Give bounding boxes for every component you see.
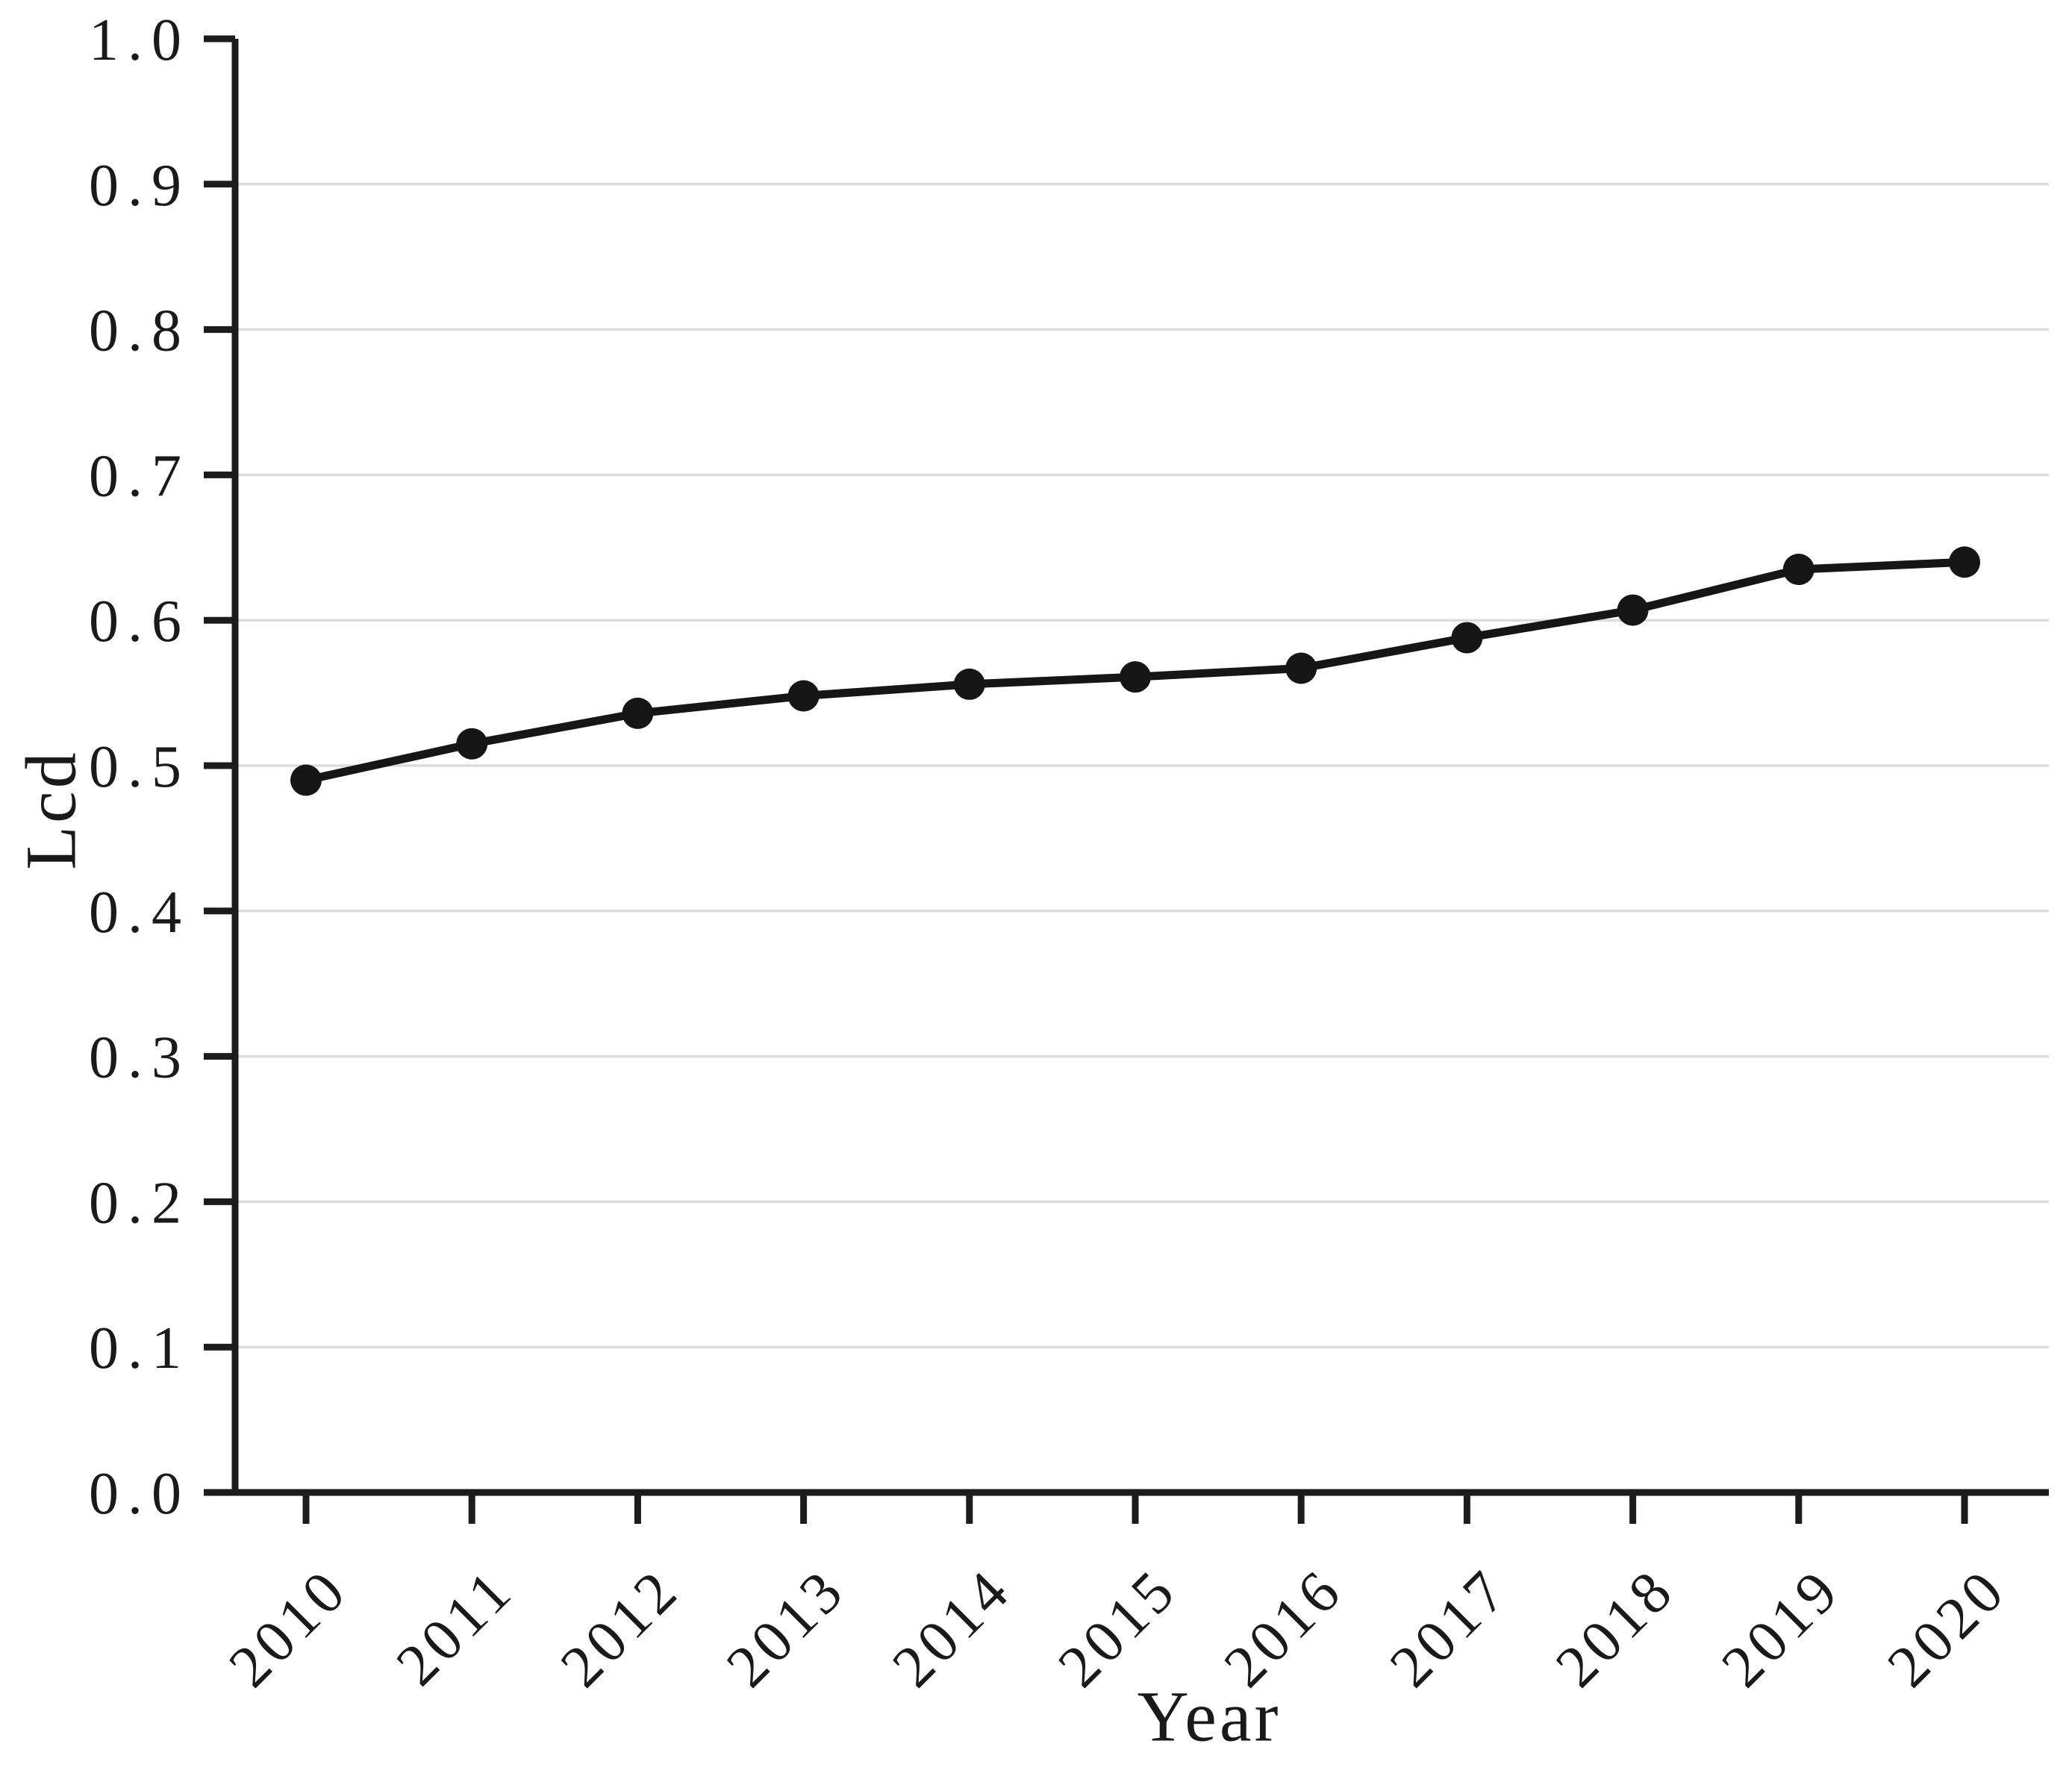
x-tick-label: 2017	[1378, 1557, 1521, 1700]
y-tick-label: 0.0	[89, 1461, 190, 1527]
x-tick-label: 2014	[880, 1557, 1023, 1700]
data-point-2013	[787, 680, 820, 712]
y-tick-label: 0.4	[89, 880, 190, 945]
x-tick-label: 2019	[1709, 1557, 1853, 1700]
data-point-2017	[1451, 622, 1483, 654]
data-point-2014	[953, 668, 985, 700]
data-point-2015	[1120, 661, 1151, 693]
y-tick-label: 0.7	[89, 443, 190, 509]
x-axis-title: Year	[1137, 1676, 1282, 1757]
y-tick-label: 0.1	[89, 1316, 190, 1381]
y-tick-label: 0.6	[89, 589, 190, 654]
data-point-2018	[1617, 594, 1649, 626]
y-tick-label: 0.5	[89, 734, 190, 800]
y-axis-title: Lcd	[10, 749, 91, 870]
data-point-2010	[290, 764, 322, 796]
x-tick-label: 2020	[1875, 1557, 2018, 1700]
y-tick-label: 0.3	[89, 1025, 190, 1091]
x-tick-label: 2013	[714, 1557, 858, 1700]
y-tick-label: 0.2	[89, 1170, 190, 1236]
data-point-2016	[1285, 652, 1317, 684]
x-tick-label: 2018	[1544, 1557, 1687, 1700]
x-tick-label: 2010	[216, 1557, 360, 1700]
data-point-2011	[456, 728, 488, 760]
data-point-2019	[1782, 554, 1814, 586]
data-point-2012	[622, 697, 654, 729]
y-tick-label: 0.8	[89, 298, 190, 364]
x-tick-label: 2011	[384, 1557, 526, 1698]
y-tick-label: 1.0	[89, 7, 190, 73]
x-tick-label: 2012	[549, 1557, 692, 1700]
data-point-2020	[1949, 546, 1980, 578]
y-tick-label: 0.9	[89, 153, 190, 219]
